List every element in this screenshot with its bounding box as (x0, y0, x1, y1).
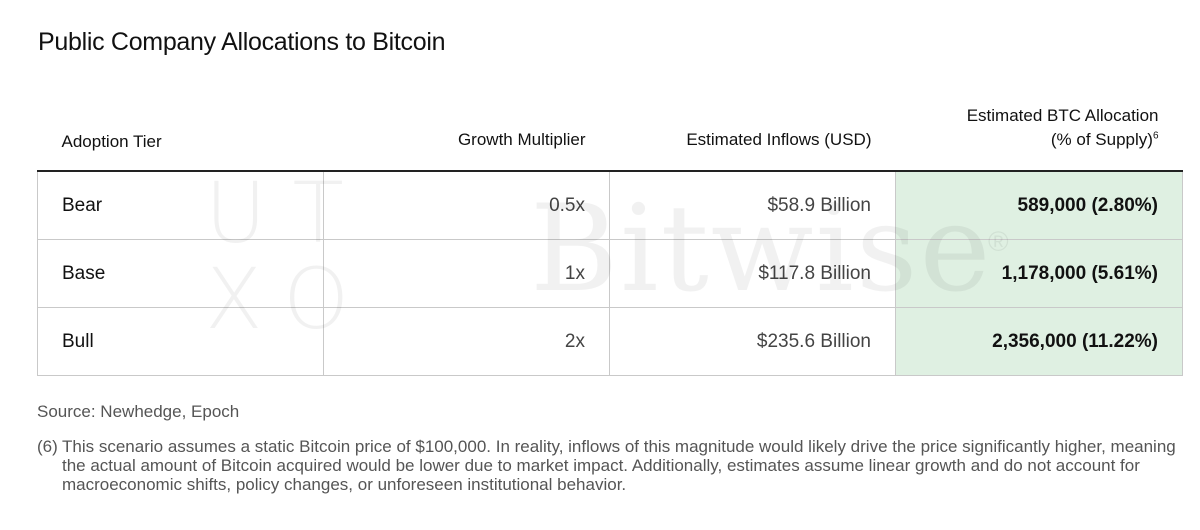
header-growth-multiplier: Growth Multiplier (323, 80, 610, 172)
cell-inflows: $58.9 Billion (609, 171, 896, 240)
source-note: Source: Newhedge, Epoch (37, 402, 240, 421)
cell-inflows: $117.8 Billion (609, 239, 896, 308)
cell-multiplier: 2x (323, 307, 610, 376)
footnote-marker: 6 (1152, 130, 1159, 142)
cell-allocation: 589,000 (2.80%) (895, 171, 1183, 240)
allocations-table-container: Adoption Tier Growth Multiplier Estimate… (37, 80, 1183, 376)
page-title: Public Company Allocations to Bitcoin (38, 28, 446, 56)
table-row: Bear 0.5x $58.9 Billion 589,000 (2.80%) (37, 171, 1183, 240)
cell-inflows: $235.6 Billion (609, 307, 896, 376)
footnote-number: (6) (37, 437, 58, 456)
header-estimated-inflows: Estimated Inflows (USD) (609, 80, 896, 172)
cell-allocation: 2,356,000 (11.22%) (895, 307, 1183, 376)
cell-multiplier: 1x (323, 239, 610, 308)
table-row: Base 1x $117.8 Billion 1,178,000 (5.61%) (37, 239, 1183, 308)
cell-multiplier: 0.5x (323, 171, 610, 240)
cell-tier: Base (37, 239, 324, 308)
footnote: (6) This scenario assumes a static Bitco… (37, 437, 1177, 494)
allocations-table: Adoption Tier Growth Multiplier Estimate… (37, 80, 1183, 376)
cell-tier: Bull (37, 307, 324, 376)
cell-allocation: 1,178,000 (5.61%) (895, 239, 1183, 308)
header-btc-allocation-line2: (% of Supply) (1050, 130, 1153, 149)
table-row: Bull 2x $235.6 Billion 2,356,000 (11.22%… (37, 307, 1183, 376)
header-btc-allocation: Estimated BTC Allocation (% of Supply)6 (895, 80, 1183, 172)
registered-mark: ® (988, 226, 1009, 257)
footnote-text: This scenario assumes a static Bitcoin p… (62, 437, 1176, 494)
table-header-row: Adoption Tier Growth Multiplier Estimate… (37, 80, 1183, 172)
cell-tier: Bear (37, 171, 324, 240)
header-btc-allocation-line1: Estimated BTC Allocation (966, 106, 1159, 125)
header-adoption-tier: Adoption Tier (37, 80, 324, 172)
